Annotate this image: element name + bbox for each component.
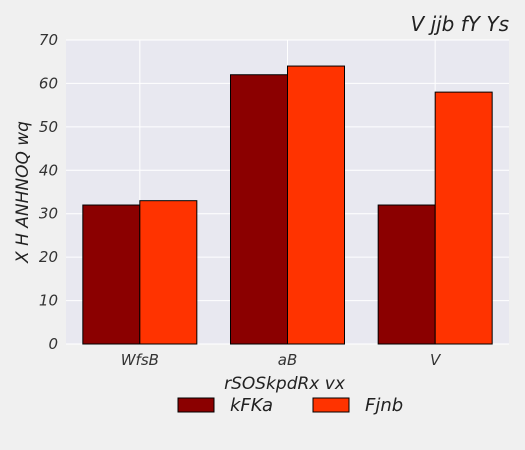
bar-kFKa-WfsB [82,204,141,345]
y-tick-label: 60 [39,74,58,92]
x-tick-label: WfsB [121,351,159,369]
y-axis-ticks: 0 10 20 30 40 50 60 70 [39,31,58,353]
legend-label: Fjnb [365,395,403,416]
x-tick-label: aB [278,351,297,369]
bar-Fjnb-WfsB [139,200,198,345]
legend-swatch [312,397,350,413]
y-tick-label: 20 [39,248,58,266]
bar-Fjnb-aB [287,65,345,345]
chart-title: V jjb fY Ys [411,12,509,36]
y-tick-label: 10 [39,292,58,310]
y-tick-label: 40 [39,161,58,179]
x-axis-ticks: WfsB aB V [121,351,442,369]
bar-kFKa-V [377,204,436,345]
x-tick-label: V [430,351,442,369]
y-tick-label: 50 [39,118,58,136]
legend-label: kFKa [230,395,273,416]
bar-Fjnb-V [434,91,493,345]
y-tick-label: 0 [48,335,58,353]
legend-swatch [177,397,215,413]
y-axis-label: X H ANHNOQ wq [13,121,33,264]
y-tick-label: 30 [39,205,58,223]
x-axis-label: rSOSkpdRx vx [224,374,346,394]
legend: kFKa Fjnb [177,395,403,416]
bar-kFKa-aB [230,74,288,345]
bars [82,65,493,345]
y-tick-label: 70 [39,31,58,49]
